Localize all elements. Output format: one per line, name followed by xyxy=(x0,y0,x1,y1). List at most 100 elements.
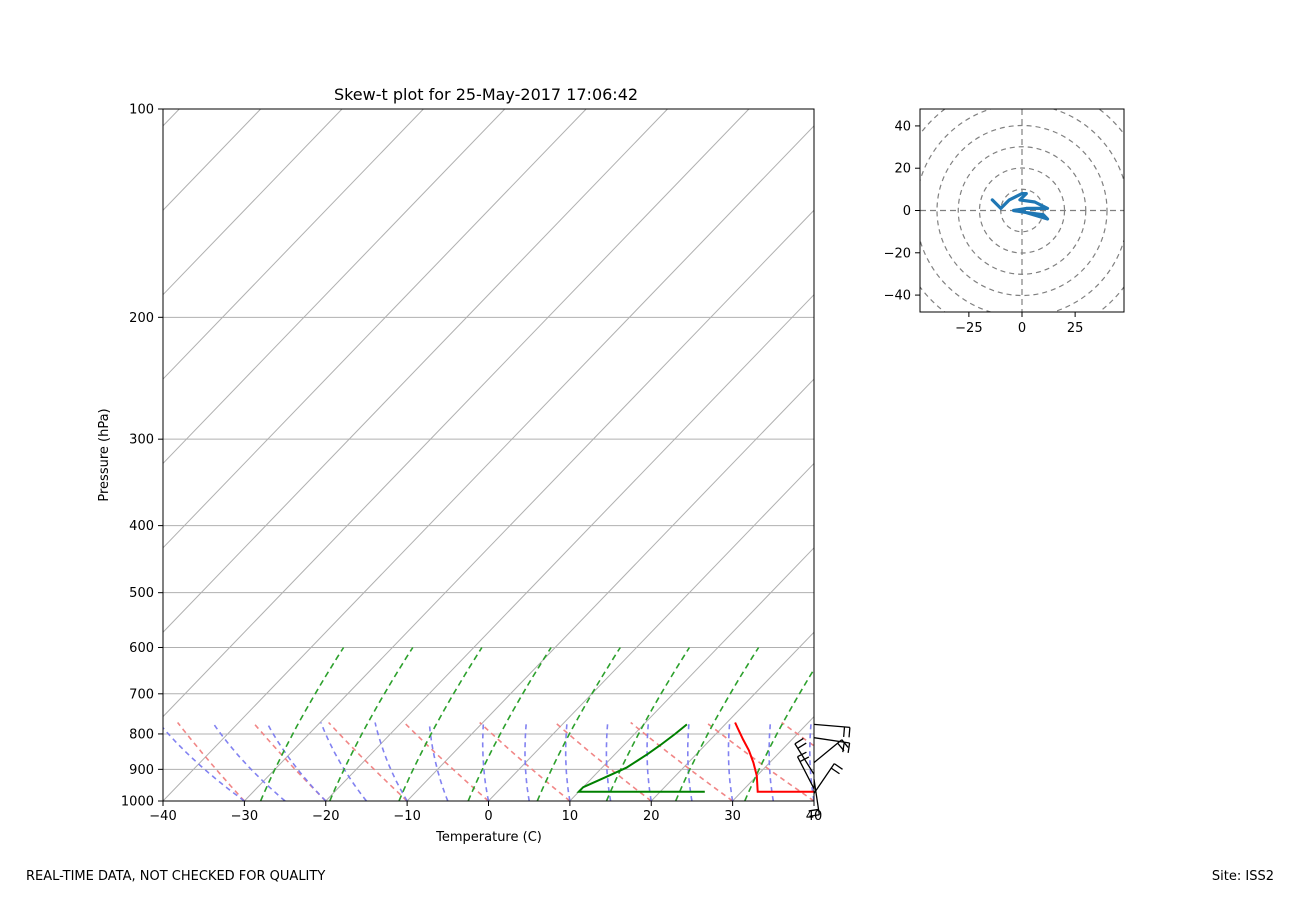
mixing-ratio-line xyxy=(329,647,414,801)
y-tick-label: 800 xyxy=(129,727,154,742)
isotherm-line xyxy=(244,209,814,801)
y-tick-label: 100 xyxy=(129,103,154,118)
y-tick-label: 300 xyxy=(129,433,154,448)
x-tick-label: −30 xyxy=(231,809,258,824)
hodograph-data xyxy=(990,192,1050,221)
mixing-ratio-line xyxy=(744,667,814,801)
x-tick-label: 40 xyxy=(806,809,823,824)
isotherm-line xyxy=(163,109,343,296)
y-tick-label: 200 xyxy=(129,311,154,326)
isotherm-line xyxy=(163,125,814,801)
site-label: Site: ISS2 xyxy=(1211,869,1274,884)
hodograph-y-tick-label: 0 xyxy=(903,204,911,219)
hodograph-axis-ticks: −25 0 25 −40 −20 0 20 40 xyxy=(884,119,1084,336)
moist-adiabat xyxy=(686,722,693,801)
isotherm-line xyxy=(650,631,814,801)
quality-disclaimer: REAL-TIME DATA, NOT CHECKED FOR QUALITY xyxy=(26,869,326,884)
hodograph-panel: −25 0 25 −40 −20 0 20 40 xyxy=(884,108,1125,336)
skewt-axis-ticks: −40 −30 −20 −10 0 10 20 30 40 100 200 300 400 500 600 7… xyxy=(121,103,822,825)
x-tick-label: 30 xyxy=(724,809,741,824)
dry-adiabat xyxy=(630,721,734,801)
isotherm-line xyxy=(163,109,668,633)
mixing-ratio-line xyxy=(813,798,814,801)
y-tick-label: 900 xyxy=(129,763,154,778)
isotherm-line xyxy=(406,378,814,801)
moist-adiabat xyxy=(266,722,327,801)
hodograph-x-tick-label: 0 xyxy=(1018,321,1026,336)
wind-barbs xyxy=(794,723,851,817)
x-axis-label: Temperature (C) xyxy=(435,830,542,845)
hodograph-x-tick-label: 25 xyxy=(1067,321,1084,336)
moist-adiabat xyxy=(727,722,734,801)
moist-adiabat xyxy=(524,722,530,801)
y-tick-label: 700 xyxy=(129,687,154,702)
dry-adiabat xyxy=(479,721,571,801)
y-tick-label: 1000 xyxy=(121,795,154,810)
skewt-frame xyxy=(162,108,815,802)
mixing-ratio-line xyxy=(467,647,552,801)
wind-barb xyxy=(813,737,851,753)
x-tick-label: −10 xyxy=(393,809,420,824)
y-axis-label: Pressure (hPa) xyxy=(97,408,112,501)
hodograph-x-tick-label: −25 xyxy=(955,321,982,336)
mixing-ratio-line xyxy=(605,647,691,801)
isotherm-line xyxy=(163,109,424,380)
dry-adiabat xyxy=(403,721,490,801)
isotherm-line xyxy=(813,800,814,801)
moist-adiabat xyxy=(564,722,571,801)
x-tick-label: 10 xyxy=(562,809,579,824)
x-tick-label: −40 xyxy=(149,809,176,824)
mixing-ratio-line xyxy=(259,647,345,801)
hodograph-y-tick-label: −20 xyxy=(884,246,911,261)
x-tick-label: 0 xyxy=(484,809,492,824)
wind-barb xyxy=(813,739,849,764)
moist-adiabat xyxy=(646,722,653,801)
moist-adiabat xyxy=(428,722,449,801)
dry-adiabat xyxy=(857,723,977,802)
isotherm-line xyxy=(732,715,814,801)
isotherm-line xyxy=(325,293,814,801)
mixing-ratio-line xyxy=(536,647,621,801)
mixing-ratio-line xyxy=(398,647,483,801)
skewt-data xyxy=(576,722,814,793)
x-tick-label: 20 xyxy=(643,809,660,824)
chart-title: Skew-t plot for 25-May-2017 17:06:42 xyxy=(334,85,638,104)
moist-adiabat xyxy=(605,722,612,801)
x-tick-label: −20 xyxy=(312,809,339,824)
moist-adiabat xyxy=(481,722,490,801)
mixing-ratio-line xyxy=(674,647,760,801)
moist-adiabat xyxy=(374,722,408,801)
wind-barb xyxy=(796,751,815,790)
temperature-profile xyxy=(734,722,814,793)
hodograph-ring xyxy=(936,124,1108,297)
wind-barb xyxy=(808,779,820,817)
wind-barb xyxy=(813,763,843,794)
hodograph-trace xyxy=(990,192,1050,221)
y-tick-label: 600 xyxy=(129,641,154,656)
hodograph-y-tick-label: 40 xyxy=(894,119,911,134)
isotherm-line xyxy=(0,109,17,801)
isotherm-line xyxy=(163,109,506,465)
hodograph-y-tick-label: 20 xyxy=(894,162,911,177)
skewt-grid xyxy=(0,109,1300,802)
dry-adiabat xyxy=(554,721,652,801)
y-tick-label: 400 xyxy=(129,519,154,534)
isotherm-line xyxy=(895,109,1300,801)
isotherm-line xyxy=(163,109,750,718)
isotherm-line xyxy=(488,462,814,801)
moist-adiabat xyxy=(768,722,775,801)
isotherm-line xyxy=(569,547,814,801)
moist-adiabat xyxy=(320,722,368,801)
hodograph-y-tick-label: −40 xyxy=(884,289,911,304)
wind-barb xyxy=(813,723,851,738)
skewt-panel: −40 −30 −20 −10 0 10 20 30 401002003004005006007… xyxy=(0,85,1300,845)
dry-adiabat xyxy=(781,721,814,747)
isotherm-line xyxy=(163,109,587,549)
dry-adiabat xyxy=(328,721,408,801)
moist-adiabat xyxy=(808,722,814,801)
moist-adiabat xyxy=(163,726,245,801)
isotherm-line xyxy=(0,109,98,801)
dry-adiabat xyxy=(176,721,245,801)
dewpoint-profile xyxy=(576,723,705,793)
